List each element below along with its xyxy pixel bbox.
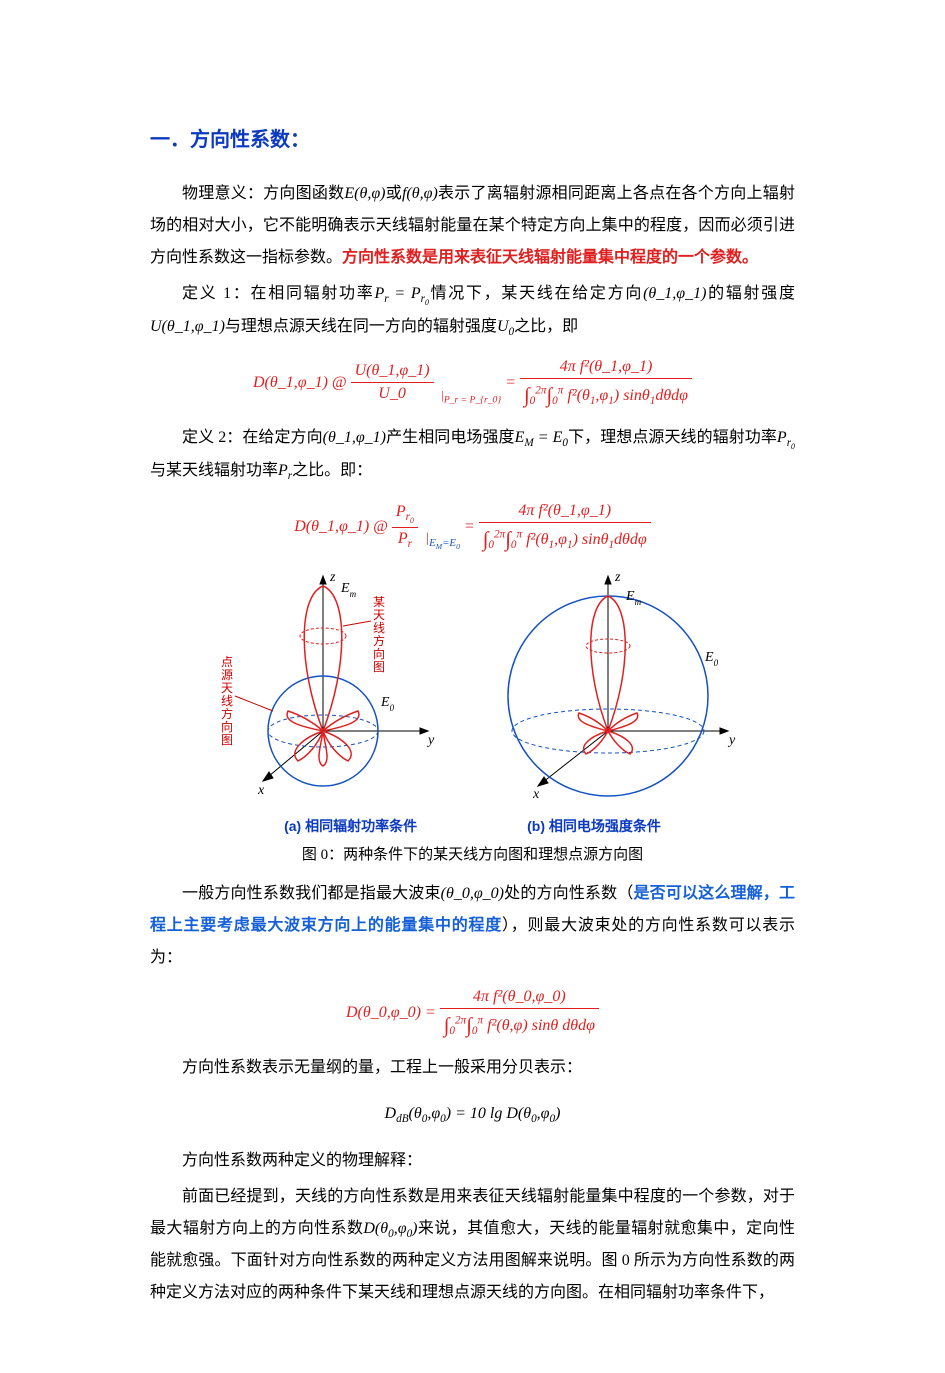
- math-inline: EM = E0: [515, 429, 568, 446]
- paragraph-physical-meaning: 物理意义：方向图函数E(θ,φ)或f(θ,φ)表示了离辐射源相同距离上各点在各个…: [150, 178, 795, 274]
- section-title: 一．方向性系数：: [150, 120, 795, 160]
- math-inline: Pr: [278, 462, 292, 479]
- paragraph-interpretation-body: 前面已经提到，天线的方向性系数是用来表征天线辐射能量集中程度的一个参数，对于最大…: [150, 1181, 795, 1310]
- math-inline: D(θ0,φ0): [363, 1220, 417, 1237]
- subcaption-a: (a) 相同辐射功率条件: [284, 812, 417, 840]
- svg-text:x: x: [532, 787, 540, 802]
- svg-text:x: x: [257, 783, 265, 798]
- equation-d3: D(θ_0,φ_0) = 4π f²(θ_0,φ_0)∫02π∫0π f²(θ,…: [150, 986, 795, 1040]
- emphasis-red: 方向性系数是用来表征天线辐射能量集中程度的一个参数。: [342, 249, 758, 266]
- equation-db: DdB(θ0,φ0) = 10 lg D(θ0,φ0): [150, 1098, 795, 1131]
- math-inline: Pr = Pr0: [374, 285, 428, 302]
- section-title-text: 方向性系数：: [190, 129, 310, 151]
- figure-b: z y x Em E0: [483, 566, 743, 806]
- page: 一．方向性系数： 物理意义：方向图函数E(θ,φ)或f(θ,φ)表示了离辐射源相…: [0, 0, 945, 1373]
- figure-subcaptions: (a) 相同辐射功率条件 (b) 相同电场强度条件: [150, 812, 795, 840]
- figure-caption: 图 0：两种条件下的某天线方向图和理想点源方向图: [150, 840, 795, 870]
- svg-text:z: z: [614, 570, 621, 585]
- section-number: 一．: [150, 129, 190, 151]
- math-inline: U0: [497, 318, 514, 335]
- svg-text:z: z: [329, 570, 336, 585]
- svg-text:E0: E0: [380, 695, 395, 713]
- svg-text:点源天线方向图: 点源天线方向图: [221, 655, 233, 747]
- equation-d2: D(θ_1,φ_1) @ Pr0Pr |EM=E0 = 4π f²(θ_1,φ_…: [150, 500, 795, 554]
- paragraph-dimensionless: 方向性系数表示无量纲的量，工程上一般采用分贝表示：: [150, 1052, 795, 1084]
- svg-text:Em: Em: [625, 589, 642, 607]
- paragraph-def1: 定义 1：在相同辐射功率Pr = Pr0情况下，某天线在给定方向(θ_1,φ_1…: [150, 278, 795, 344]
- paragraph-def2: 定义 2：在给定方向(θ_1,φ_1)产生相同电场强度EM = E0下，理想点源…: [150, 422, 795, 488]
- figure-a: z y x Em E0 某天线方向图 点源天线方向图: [203, 566, 453, 806]
- figure-row: z y x Em E0 某天线方向图 点源天线方向图: [150, 566, 795, 806]
- svg-text:E0: E0: [704, 650, 719, 668]
- paragraph-interpretation-title: 方向性系数两种定义的物理解释：: [150, 1145, 795, 1177]
- svg-text:y: y: [426, 733, 435, 748]
- subcaption-b: (b) 相同电场强度条件: [527, 812, 661, 840]
- math-inline: Pr0: [777, 429, 795, 446]
- svg-text:Em: Em: [340, 581, 357, 599]
- svg-text:y: y: [727, 733, 736, 748]
- svg-text:某天线方向图: 某天线方向图: [373, 595, 385, 674]
- equation-d1: D(θ_1,φ_1) @ U(θ_1,φ_1)U_0 |P_r = P_{r_0…: [150, 356, 795, 410]
- paragraph-general-directivity: 一般方向性系数我们都是指最大波束(θ_0,φ_0)处的方向性系数（是否可以这么理…: [150, 878, 795, 974]
